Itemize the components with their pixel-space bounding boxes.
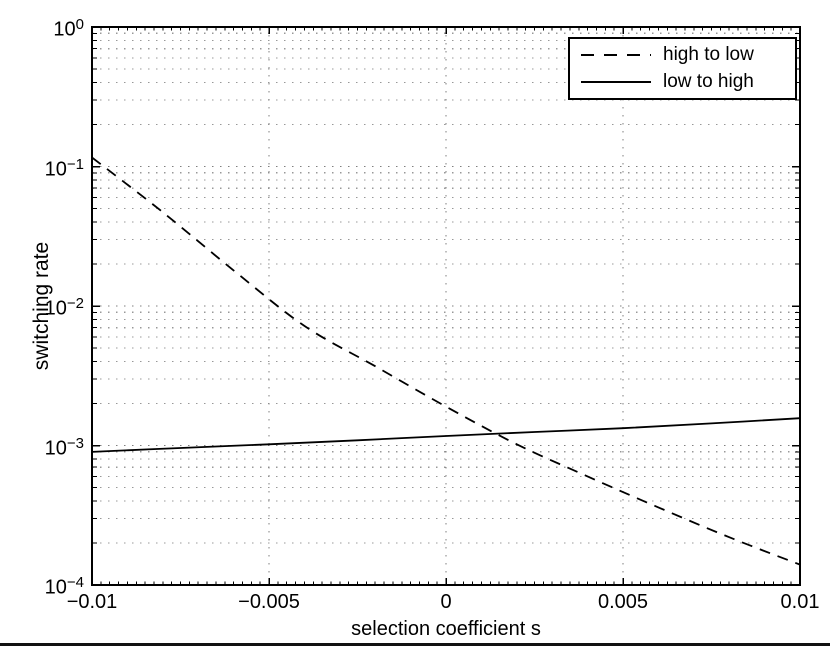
legend-label: high to low [663,44,754,66]
y-axis-label: switching rate [30,241,53,371]
bottom-divider [0,643,830,646]
y-tick-label: 10−3 [44,434,84,460]
y-tick-label: 100 [53,16,84,41]
x-tick-label: 0 [440,591,452,613]
y-tick-label: 10−2 [44,295,84,320]
y-tick-label: 10−4 [44,574,84,599]
legend-label: low to high [663,70,754,92]
dashed-line-sample-icon [581,54,651,57]
solid-line-sample-icon [581,80,651,83]
series-high-to-low [91,156,801,566]
x-tick-label: 0.01 [780,591,820,613]
x-tick-label: −0.01 [66,591,118,613]
y-tick-label: 10−1 [44,155,84,181]
legend-item-high-to-low: high to low [580,42,787,68]
x-tick-label: −0.005 [238,591,300,613]
legend: high to low low to high [568,37,797,100]
legend-item-low-to-high: low to high [580,69,787,95]
series-low-to-high [91,417,801,453]
x-tick-label: 0.005 [597,591,649,613]
x-axis-label: selection coefficient s [351,618,541,640]
